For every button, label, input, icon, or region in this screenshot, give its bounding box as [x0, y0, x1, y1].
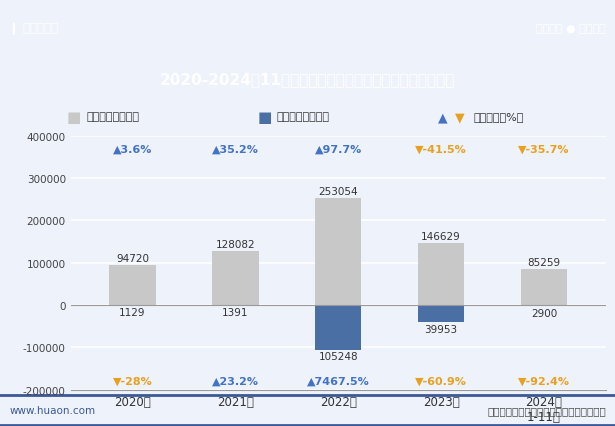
- Bar: [212, 251, 258, 305]
- Bar: [418, 243, 464, 305]
- Text: 253054: 253054: [319, 187, 358, 197]
- Text: 1129: 1129: [119, 308, 146, 317]
- Text: www.huaon.com: www.huaon.com: [9, 405, 95, 415]
- Text: 1391: 1391: [222, 308, 248, 317]
- Text: 同比增长（%）: 同比增长（%）: [474, 112, 524, 122]
- Bar: [212, 305, 258, 306]
- Bar: [521, 305, 567, 307]
- Text: ▼-60.9%: ▼-60.9%: [415, 375, 467, 386]
- Text: 128082: 128082: [215, 239, 255, 250]
- Text: ▲7467.5%: ▲7467.5%: [307, 375, 370, 386]
- Text: ▲3.6%: ▲3.6%: [113, 144, 152, 154]
- Bar: [521, 269, 567, 305]
- Text: ▼-35.7%: ▼-35.7%: [518, 144, 569, 154]
- Bar: [315, 305, 362, 350]
- Text: ▼-41.5%: ▼-41.5%: [415, 144, 467, 154]
- Bar: [418, 305, 464, 322]
- Text: 2020-2024年11月景德镇市商品收发货人所在地进、出口额: 2020-2024年11月景德镇市商品收发货人所在地进、出口额: [160, 72, 455, 87]
- Text: 146629: 146629: [421, 232, 461, 242]
- Text: ▼-28%: ▼-28%: [113, 375, 153, 386]
- Text: 2900: 2900: [531, 308, 557, 318]
- Text: 进口额（万美元）: 进口额（万美元）: [277, 112, 330, 122]
- Text: 专业严谨 ● 客观科学: 专业严谨 ● 客观科学: [536, 24, 606, 34]
- Text: 数据来源：中国海关，华经产业研究院整理: 数据来源：中国海关，华经产业研究院整理: [487, 405, 606, 415]
- Text: ■: ■: [257, 109, 272, 125]
- Text: 105248: 105248: [319, 351, 358, 361]
- Text: ▲23.2%: ▲23.2%: [212, 375, 259, 386]
- Text: ▲97.7%: ▲97.7%: [315, 144, 362, 154]
- Text: 39953: 39953: [424, 324, 458, 334]
- Text: 85259: 85259: [528, 258, 561, 268]
- Text: 出口额（万美元）: 出口额（万美元）: [86, 112, 139, 122]
- Text: ▼-92.4%: ▼-92.4%: [518, 375, 570, 386]
- Text: ■: ■: [66, 109, 81, 125]
- Text: ▲35.2%: ▲35.2%: [212, 144, 259, 154]
- Bar: [315, 199, 362, 305]
- Text: ▲: ▲: [438, 111, 448, 124]
- Text: ▼: ▼: [455, 111, 465, 124]
- Text: ❙ 华经情报网: ❙ 华经情报网: [9, 22, 58, 35]
- Text: 94720: 94720: [116, 253, 149, 264]
- Bar: [109, 305, 156, 306]
- Bar: [109, 265, 156, 305]
